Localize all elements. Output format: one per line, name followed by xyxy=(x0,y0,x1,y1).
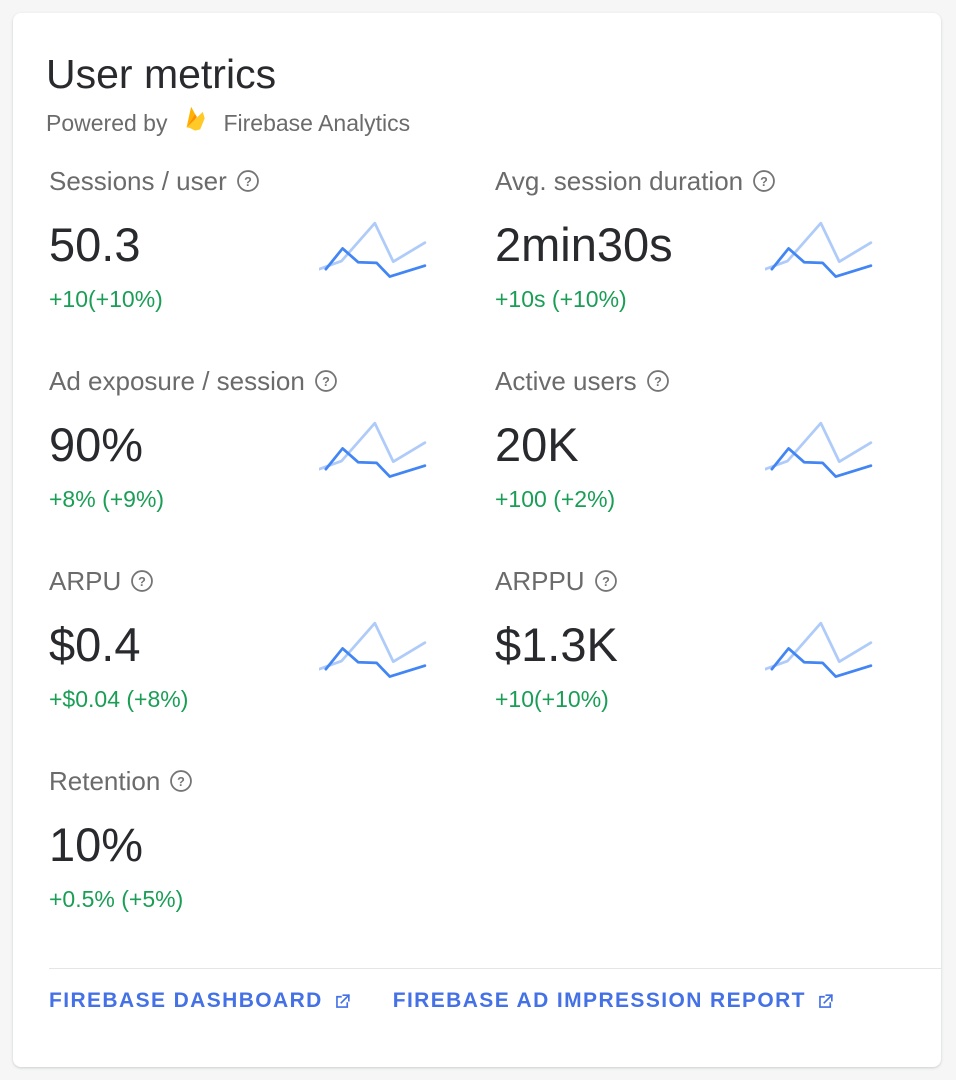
svg-text:?: ? xyxy=(322,375,330,389)
svg-text:?: ? xyxy=(654,375,662,389)
svg-text:?: ? xyxy=(138,575,146,589)
svg-text:?: ? xyxy=(760,175,768,189)
svg-text:?: ? xyxy=(177,775,185,789)
svg-text:?: ? xyxy=(602,575,610,589)
svg-text:?: ? xyxy=(244,175,252,189)
